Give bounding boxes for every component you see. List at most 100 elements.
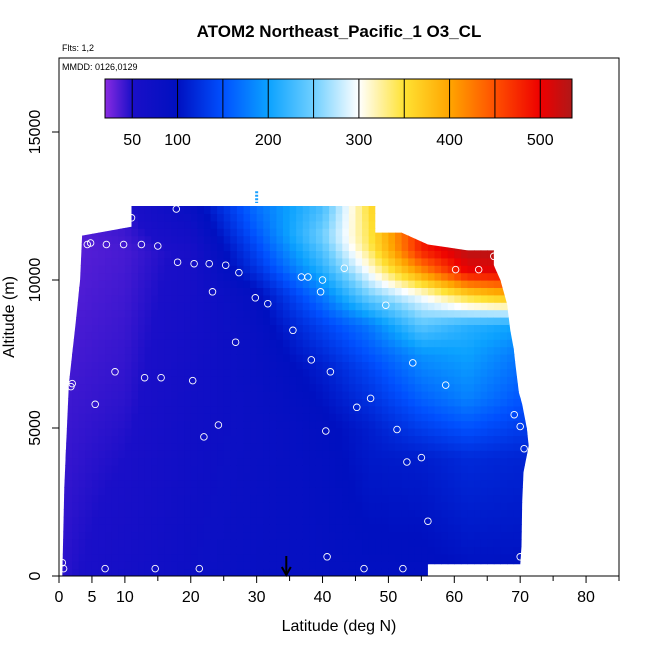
field-cell xyxy=(85,524,93,533)
field-cell xyxy=(223,206,231,214)
field-cell xyxy=(441,309,449,318)
field-cell xyxy=(355,265,363,274)
field-cell xyxy=(197,250,205,259)
field-cell xyxy=(250,568,258,576)
field-cell xyxy=(447,398,455,407)
field-cell xyxy=(401,257,409,266)
field-cell xyxy=(427,472,436,481)
field-cell xyxy=(243,243,251,251)
field-cell xyxy=(493,502,502,510)
field-cell xyxy=(85,361,93,370)
field-cell xyxy=(342,568,350,576)
field-cell xyxy=(144,524,152,533)
field-cell xyxy=(302,383,310,392)
field-cell xyxy=(203,435,212,444)
field-cell xyxy=(362,257,370,266)
field-cell xyxy=(131,376,139,385)
field-cell xyxy=(362,383,370,392)
field-cell xyxy=(151,420,159,429)
field-cell xyxy=(98,405,106,414)
field-cell xyxy=(210,361,218,370)
field-cell xyxy=(388,243,396,251)
field-cell xyxy=(362,213,370,222)
field-cell xyxy=(329,235,337,244)
sample-point xyxy=(304,273,312,281)
field-cell xyxy=(184,376,192,385)
field-cell xyxy=(447,487,455,496)
sample-point xyxy=(235,268,243,277)
field-cell xyxy=(65,568,73,576)
field-cell xyxy=(190,546,198,555)
field-cell xyxy=(131,302,139,311)
field-cell xyxy=(283,524,291,533)
field-cell xyxy=(421,435,429,444)
field-cell xyxy=(454,450,462,459)
field-cell xyxy=(177,361,185,370)
field-cell xyxy=(375,487,383,496)
field-cell xyxy=(144,405,152,414)
field-cell xyxy=(329,317,337,325)
field-cell xyxy=(289,479,297,488)
field-cell xyxy=(78,235,86,244)
field-cell xyxy=(289,457,297,466)
field-cell xyxy=(447,405,455,414)
field-cell xyxy=(256,450,264,459)
field-cell xyxy=(296,383,304,392)
field-cell xyxy=(177,250,185,259)
field-cell xyxy=(322,420,330,429)
field-cell xyxy=(85,435,93,444)
field-cell xyxy=(138,494,146,503)
field-cell xyxy=(388,472,396,481)
field-cell xyxy=(144,391,152,399)
field-cell xyxy=(118,376,126,385)
field-cell xyxy=(184,309,192,318)
field-cell xyxy=(421,287,429,296)
field-cell xyxy=(467,516,475,525)
field-cell xyxy=(276,509,284,518)
field-cell xyxy=(184,228,192,237)
field-cell xyxy=(210,561,218,570)
field-cell xyxy=(138,272,146,281)
field-cell xyxy=(507,398,515,407)
field-cell xyxy=(335,420,343,429)
field-cell xyxy=(250,479,258,488)
field-cell xyxy=(362,420,370,429)
field-cell xyxy=(480,317,488,325)
field-cell xyxy=(395,442,403,451)
field-cell xyxy=(283,272,291,281)
field-cell xyxy=(118,309,126,318)
field-cell xyxy=(408,339,416,348)
field-cell xyxy=(388,391,396,399)
field-cell xyxy=(375,509,383,518)
field-cell xyxy=(118,250,126,259)
field-cell xyxy=(243,331,251,340)
field-cell xyxy=(118,302,126,311)
field-cell xyxy=(375,398,383,407)
field-cell xyxy=(447,479,455,488)
field-cell xyxy=(85,354,93,362)
field-cell xyxy=(91,346,100,355)
field-cell xyxy=(493,457,502,466)
field-cell xyxy=(322,546,330,555)
field-cell xyxy=(348,354,357,362)
field-cell xyxy=(190,235,198,244)
field-cell xyxy=(217,265,225,274)
field-cell xyxy=(190,317,198,325)
sample-point xyxy=(424,517,432,525)
field-cell xyxy=(355,280,363,288)
field-cell xyxy=(236,361,245,370)
field-cell xyxy=(427,331,436,340)
field-cell xyxy=(157,346,166,355)
field-cell xyxy=(72,494,80,503)
field-cell xyxy=(138,553,146,562)
field-cell xyxy=(414,346,422,355)
field-cell xyxy=(302,346,310,355)
field-cell xyxy=(138,368,146,377)
field-cell xyxy=(447,420,455,429)
field-cell xyxy=(144,546,152,555)
field-cell xyxy=(434,531,442,540)
field-cell xyxy=(236,487,245,496)
field-cell xyxy=(381,561,390,570)
field-cell xyxy=(381,546,390,555)
field-cell xyxy=(276,516,284,525)
